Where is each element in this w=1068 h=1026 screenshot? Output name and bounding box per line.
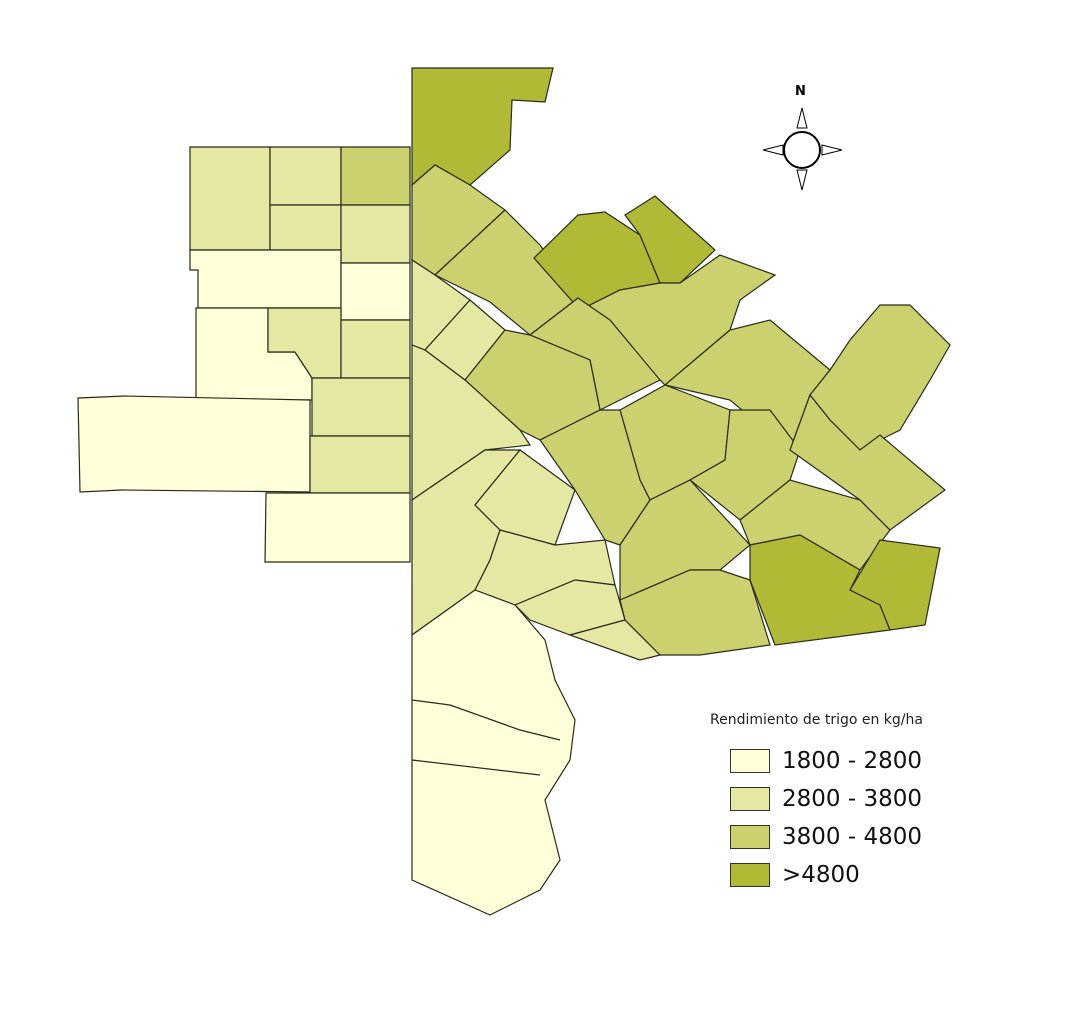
legend-swatch: [730, 863, 770, 887]
district-region: [269, 146, 342, 206]
legend-label: 3800 - 4800: [782, 824, 922, 850]
district-region: [189, 249, 342, 309]
north-label: N: [795, 84, 806, 99]
district-region: [474, 449, 576, 546]
legend: Rendimiento de trigo en kg/ha 1800 - 280…: [710, 712, 923, 894]
district-region: [340, 146, 411, 206]
district-region: [340, 262, 411, 321]
district-region: [619, 569, 771, 656]
legend-label: 1800 - 2800: [782, 748, 922, 774]
legend-label: 2800 - 3800: [782, 786, 922, 812]
district-region: [189, 146, 271, 251]
legend-swatch: [730, 749, 770, 773]
legend-item: 3800 - 4800: [730, 818, 923, 856]
district-boundary: [411, 759, 541, 776]
district-region: [309, 435, 411, 494]
legend-swatch: [730, 825, 770, 849]
district-region: [789, 393, 946, 531]
compass-rose-icon: [762, 107, 843, 191]
district-boundary: [411, 699, 561, 741]
district-region: [311, 377, 411, 437]
legend-item: 2800 - 3800: [730, 780, 923, 818]
legend-item: 1800 - 2800: [730, 742, 923, 780]
district-region: [340, 204, 411, 264]
legend-item: >4800: [730, 856, 923, 894]
district-region: [77, 395, 311, 493]
district-region: [464, 329, 601, 441]
district-region: [411, 589, 576, 916]
district-region: [340, 319, 411, 379]
legend-title: Rendimiento de trigo en kg/ha: [710, 712, 923, 728]
district-region: [264, 492, 411, 563]
legend-swatch: [730, 787, 770, 811]
district-region: [269, 204, 342, 251]
legend-label: >4800: [782, 862, 860, 888]
district-region: [849, 539, 941, 631]
